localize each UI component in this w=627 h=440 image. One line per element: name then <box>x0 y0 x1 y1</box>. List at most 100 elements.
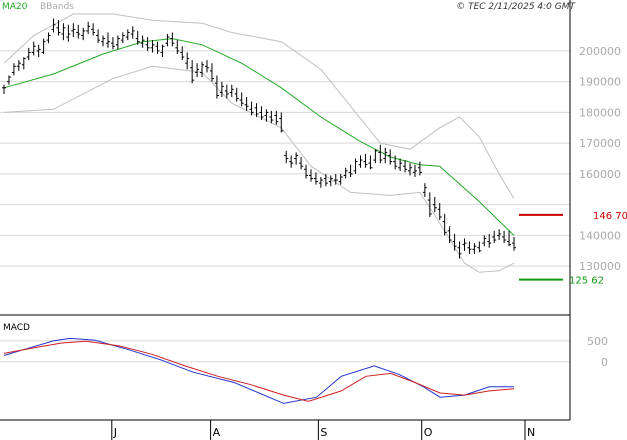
ohlc-bar <box>170 32 175 47</box>
ohlc-bar <box>299 157 304 170</box>
price-tick-label: 140000 <box>579 229 621 242</box>
ohlc-bar <box>403 160 408 173</box>
ohlc-bar <box>31 41 36 56</box>
resistance-label: 146 70 <box>593 211 627 222</box>
x-tick-label: O <box>424 426 433 439</box>
ohlc-bar <box>71 23 76 38</box>
ohlc-bar <box>452 233 457 251</box>
ohlc-bar <box>76 24 81 39</box>
ohlc-bar <box>239 92 244 107</box>
ohlc-bar <box>318 176 323 188</box>
price-tick-label: 130000 <box>579 260 621 273</box>
ohlc-bar <box>200 61 205 78</box>
ohlc-bar <box>26 47 31 61</box>
ohlc-bar <box>244 97 249 111</box>
ohlc-bar <box>125 29 130 41</box>
ohlc-bar <box>11 63 16 76</box>
ohlc-bar <box>417 161 422 176</box>
ohlc-bar <box>140 35 145 48</box>
support-resistance-levels: 146 70 125 62 <box>519 211 627 287</box>
ohlc-bar <box>328 175 333 187</box>
ohlc-bar <box>61 23 66 41</box>
ohlc-bar <box>432 196 437 213</box>
ohlc-bar <box>373 149 378 164</box>
ohlc-bar <box>115 35 120 50</box>
ohlc-bar <box>214 75 219 99</box>
ohlc-bar <box>91 23 96 36</box>
ohlc-bar <box>502 230 507 244</box>
macd-tick-label: 500 <box>587 335 608 348</box>
ohlc-bar <box>101 35 106 47</box>
ohlc-bar <box>180 46 185 61</box>
ohlc-bar <box>66 24 71 42</box>
ohlc-bar <box>145 37 150 51</box>
ohlc-bar <box>185 52 190 70</box>
x-tick-label: A <box>213 426 221 439</box>
ohlc-bar <box>46 32 51 44</box>
ohlc-bar <box>284 150 289 164</box>
copyright-text: © TEC 2/11/2025 4:0 GMT <box>456 2 576 12</box>
bb-upper-line <box>3 13 515 199</box>
ohlc-bar <box>482 235 487 247</box>
ohlc-bar <box>467 241 472 254</box>
ohlc-bar <box>6 75 11 85</box>
ohlc-bar <box>393 155 398 170</box>
ohlc-bar <box>165 33 170 47</box>
x-tick-label: N <box>527 426 535 439</box>
ohlc-bar <box>358 155 363 168</box>
support-label: 125 62 <box>569 276 604 287</box>
ohlc-bar <box>348 164 353 177</box>
price-tick-label: 200000 <box>579 45 621 58</box>
ohlc-bar <box>477 241 482 253</box>
ohlc-bar <box>512 236 516 251</box>
ohlc-bar <box>412 164 417 177</box>
ohlc-bar <box>249 101 254 116</box>
ohlc-bar <box>462 238 467 251</box>
ohlc-bar <box>383 147 388 164</box>
x-tick-label: J <box>113 426 117 439</box>
ohlc-bar <box>36 44 41 58</box>
ohlc-bar <box>224 84 229 99</box>
ohlc-bar <box>437 203 442 221</box>
ohlc-bar <box>86 21 91 34</box>
ohlc-bar <box>388 149 393 165</box>
ohlc-bar <box>150 40 155 53</box>
ohlc-bar <box>457 241 462 259</box>
ohlc-bar <box>269 110 274 124</box>
ma20-polyline <box>3 38 515 236</box>
price-tick-label: 170000 <box>579 137 621 150</box>
macd-lines <box>3 337 515 404</box>
price-axis-labels: 130000 140000 160000 170000 180000 190000 2000… <box>579 45 621 273</box>
ohlc-bar <box>333 173 338 185</box>
ohlc-bar <box>205 60 210 73</box>
price-grid <box>0 50 570 267</box>
ohlc-bar <box>105 32 110 48</box>
ohlc-bar <box>353 158 358 174</box>
price-tick-label: 190000 <box>579 76 621 89</box>
ohlc-bar <box>304 164 309 179</box>
price-tick-label: 180000 <box>579 106 621 119</box>
ohlc-bar <box>279 112 284 133</box>
ohlc-bar <box>160 44 165 58</box>
x-tick-label: S <box>320 426 327 439</box>
ohlc-bar <box>209 63 214 82</box>
ohlc-bar <box>254 103 259 118</box>
ma20-line <box>3 38 515 236</box>
ohlc-bar <box>135 30 140 45</box>
macd-line <box>3 337 514 404</box>
ohlc-bar <box>308 169 313 182</box>
ohlc-bar <box>313 172 318 185</box>
ohlc-bar <box>259 106 264 121</box>
ohlc-bar <box>264 109 269 122</box>
macd-axis-labels: 500 0 <box>587 335 608 369</box>
ohlc-bar <box>398 158 403 171</box>
ohlc-bar <box>363 153 368 168</box>
ohlc-bar <box>110 37 115 50</box>
legend-bbands: BBands <box>40 2 74 12</box>
ohlc-bar <box>442 213 447 236</box>
ohlc-bar <box>130 26 135 39</box>
ohlc-bar <box>2 84 6 94</box>
ohlc-bar <box>368 155 373 170</box>
